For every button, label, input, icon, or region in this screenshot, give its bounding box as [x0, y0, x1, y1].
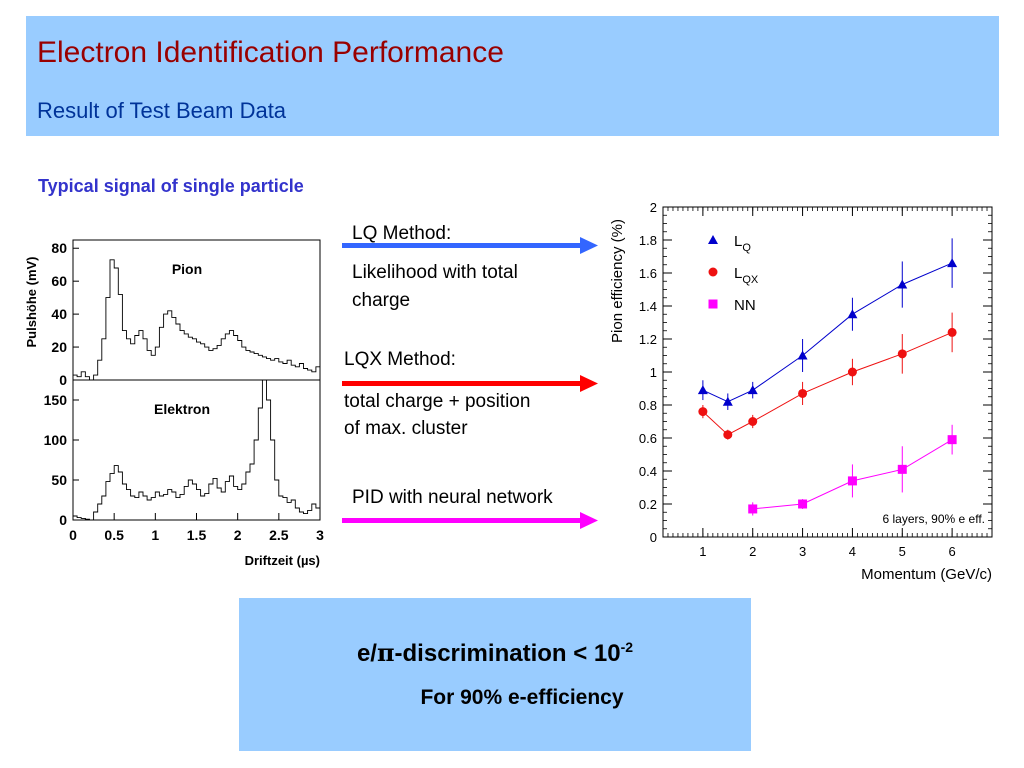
x-axis-label: Driftzeit (µs): [245, 553, 320, 568]
slide-title: Electron Identification Performance: [37, 36, 504, 69]
lq-legend-point: [708, 235, 718, 244]
y-tick-label: 2: [650, 200, 657, 215]
y-tick-label: 0.6: [639, 431, 657, 446]
x-tick-label: 0: [69, 527, 77, 543]
nn-legend-label: NN: [734, 297, 756, 314]
lqx-point: [947, 327, 957, 337]
result-prefix: e/: [356, 640, 377, 667]
pion-ytick-label: 60: [51, 273, 67, 289]
lqx-point: [897, 349, 907, 359]
lqx-method-desc-1: total charge + position: [344, 391, 531, 412]
elektron-panel-title: Elektron: [154, 401, 210, 417]
section-title: Typical signal of single particle: [38, 176, 304, 196]
x-tick-label: 3: [316, 527, 324, 543]
lqx-legend-point: [708, 267, 718, 277]
method-arrows: [342, 237, 598, 529]
y-tick-label: 1.2: [639, 332, 657, 347]
chart-annotation: 6 layers, 90% e eff.: [882, 512, 985, 526]
pion-ytick-label: 80: [51, 240, 67, 256]
efficiency-note: For 90% e-efficiency: [420, 686, 624, 709]
lq-method-desc-2: charge: [352, 290, 411, 311]
lqx-point: [698, 407, 708, 417]
efficiency-frame: [662, 206, 993, 538]
slide-subtitle: Result of Test Beam Data: [37, 98, 287, 123]
lq-legend-name: L: [734, 233, 742, 250]
elektron-ytick-label: 50: [51, 472, 67, 488]
result-exponent: -2: [620, 639, 634, 655]
lq-point: [722, 396, 733, 406]
nn-point: [947, 435, 957, 445]
lqx-legend-name: L: [734, 265, 742, 282]
x-tick-label: 1: [151, 527, 159, 543]
elektron-ytick-label: 100: [44, 432, 68, 448]
x-tick-label: 1.5: [187, 527, 207, 543]
pion-signal-line: [73, 259, 321, 381]
lq-point: [847, 309, 858, 319]
lq-point: [697, 385, 708, 395]
y-axis-label: Pulshöhe (mV): [24, 256, 39, 347]
y-tick-label: 1.8: [639, 233, 657, 248]
lq-legend-label: LQ: [734, 233, 751, 254]
nn-method-title: PID with neural network: [352, 487, 553, 508]
lqx-point: [798, 388, 808, 398]
lq-point: [797, 350, 808, 360]
lqx-arrow: [342, 375, 598, 392]
nn-point: [847, 476, 857, 486]
nn-legend-point: [708, 299, 718, 309]
lq-point: [747, 385, 758, 395]
signal-chart: 0 20 40 60 80 Pion 0 50 100 150 Elektron 0 0.5 1 1.5 2 2…: [24, 239, 324, 568]
pion-efficiency-chart: 0 0.2 0.4 0.6 0.8 1 1.2 1.4 1.6 1.8 2 1 2 3 4 5 6 Momentu…: [609, 200, 993, 583]
y-tick-label: 0.2: [639, 497, 657, 512]
y-tick-label: 1.6: [639, 266, 657, 281]
x-tick-label: 1: [699, 544, 706, 559]
x-tick-label: 2.5: [269, 527, 289, 543]
y-tick-label: 1: [650, 365, 657, 380]
x-tick-label: 4: [849, 544, 856, 559]
x-tick-label: 6: [949, 544, 956, 559]
lq-series-line: [702, 262, 953, 403]
lqx-method-desc-2: of max. cluster: [344, 418, 468, 439]
elektron-ytick-label: 0: [59, 512, 67, 528]
lq-method-title: LQ Method:: [352, 223, 452, 244]
y-tick-label: 0.8: [639, 398, 657, 413]
x-tick-label: 3: [799, 544, 806, 559]
x-tick-label: 5: [899, 544, 906, 559]
y-tick-label: 1.4: [639, 299, 657, 314]
y-axis-label: Pion efficiency (%): [609, 219, 626, 343]
pion-ytick-label: 40: [51, 306, 67, 322]
x-tick-label: 2: [749, 544, 756, 559]
x-tick-label: 0.5: [104, 527, 124, 543]
slide-header: Electron Identification Performance Resu…: [26, 16, 999, 136]
pion-ytick-label: 0: [59, 372, 67, 388]
pion-panel-title: Pion: [172, 261, 202, 277]
lqx-legend-label: LQX: [734, 265, 759, 286]
nn-arrow: [342, 512, 598, 529]
lq-arrow: [342, 237, 598, 254]
lqx-method-title: LQX Method:: [344, 349, 456, 370]
lq-legend-sub: Q: [742, 242, 751, 254]
lqx-legend-sub: QX: [742, 274, 759, 286]
lqx-point: [748, 417, 758, 426]
nn-point: [897, 464, 907, 474]
x-tick-label: 2: [234, 527, 242, 543]
lqx-point: [723, 430, 733, 440]
lq-point: [947, 258, 958, 268]
nn-point: [798, 499, 808, 509]
lq-method-desc-1: Likelihood with total: [352, 262, 518, 283]
result-box: e/π-discrimination < 10-2 For 90% e-effi…: [239, 598, 751, 751]
discrimination-result: e/π-discrimination < 10-2: [239, 638, 751, 668]
nn-legend-name: NN: [734, 297, 756, 314]
y-tick-label: 0.4: [639, 464, 657, 479]
pi-symbol: π: [376, 638, 395, 667]
nn-point: [748, 504, 758, 514]
result-middle: -discrimination < 10: [394, 640, 621, 667]
elektron-ytick-label: 150: [44, 392, 68, 408]
lq-point: [897, 279, 908, 289]
pion-ytick-label: 20: [51, 339, 67, 355]
x-axis-label: Momentum (GeV/c): [861, 566, 992, 583]
lqx-series-line: [702, 331, 953, 436]
elektron-signal-line: [73, 379, 321, 521]
y-tick-label: 0: [650, 530, 657, 545]
lqx-point: [847, 367, 857, 377]
